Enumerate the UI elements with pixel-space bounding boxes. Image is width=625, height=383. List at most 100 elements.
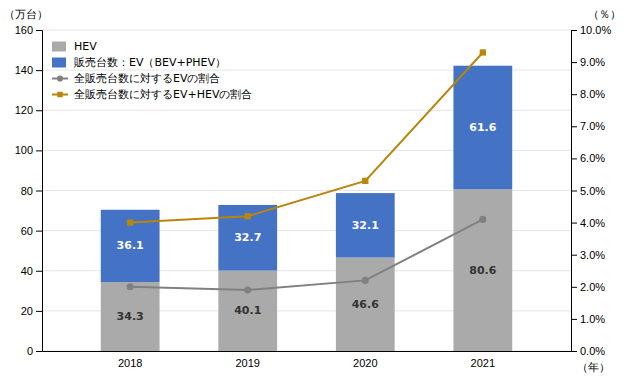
x-axis-label: （年） [577, 361, 610, 374]
axis-line [36, 31, 43, 352]
y-axis: 020406080100120140160 [15, 24, 43, 357]
y2-tick-label: 10.0% [580, 24, 611, 36]
y2-tick-mark [571, 94, 577, 95]
legend-label: 全販売台数に対するEV+HEVの割合 [74, 88, 252, 101]
data-label: 46.6 [352, 298, 379, 311]
y-tick: 20 [21, 305, 42, 317]
x-tick-label: 2019 [235, 357, 259, 369]
y-tick-mark [36, 70, 42, 71]
y-tick-label: 20 [21, 305, 33, 317]
x-tick: 2018 [118, 357, 142, 369]
y-tick: 100 [15, 144, 42, 156]
plot: 34.340.146.680.636.132.732.161.620182019… [15, 24, 612, 369]
y2-tick: 1.0% [571, 313, 605, 325]
axis-line [572, 31, 578, 352]
y2-tick-label: 1.0% [580, 313, 605, 325]
y-tick-label: 60 [21, 225, 33, 237]
axis-line [43, 351, 572, 352]
y-tick: 140 [15, 64, 42, 76]
grid [42, 30, 571, 351]
y-tick-mark [36, 311, 42, 312]
x-tick-label: 2021 [471, 357, 495, 369]
legend-marker [57, 75, 63, 81]
bar [453, 189, 512, 351]
y-tick: 0 [27, 345, 42, 357]
y2-tick-label: 4.0% [580, 217, 605, 229]
y-tick-label: 120 [15, 104, 33, 116]
y-tick-mark [36, 271, 42, 272]
data-label: 36.1 [117, 239, 144, 252]
legend-item: 販売台数：EV（BEV+PHEV） [52, 56, 226, 69]
data-label: 40.1 [234, 304, 261, 317]
x-tick-label: 2018 [118, 357, 142, 369]
data-label: 61.6 [469, 121, 496, 134]
bar [101, 282, 160, 351]
marker [362, 178, 368, 184]
y-tick-mark [36, 30, 42, 31]
data-labels: 34.340.146.680.636.132.732.161.6 [117, 121, 497, 323]
data-label: 80.6 [469, 264, 496, 277]
x-tick: 2020 [353, 357, 377, 369]
marker [480, 49, 486, 55]
markers [127, 216, 487, 294]
y-tick-mark [36, 231, 42, 232]
y2-tick-mark [571, 319, 577, 320]
y2-tick: 3.0% [571, 249, 605, 261]
x-axis: 2018 2019 2020 2021 [43, 352, 572, 369]
legend-item: 全販売台数に対するEV+HEVの割合 [52, 88, 252, 101]
y2-tick-mark [571, 158, 577, 159]
x-tick-label: 2020 [353, 357, 377, 369]
y2-tick-label: 6.0% [580, 152, 605, 164]
y2-tick-label: 0.0% [580, 345, 605, 357]
marker [479, 216, 486, 223]
y-tick-mark [36, 110, 42, 111]
x-tick: 2019 [235, 357, 259, 369]
data-label: 34.3 [117, 310, 144, 323]
y2-tick-mark [571, 287, 577, 288]
y-tick: 40 [21, 265, 42, 277]
y2-tick-label: 9.0% [580, 56, 605, 68]
y2-tick: 2.0% [571, 281, 605, 293]
data-label: 32.7 [234, 231, 261, 244]
legend-label: 全販売台数に対するEVの割合 [74, 72, 220, 85]
y-tick-label: 40 [21, 265, 33, 277]
legend-swatch [52, 42, 66, 52]
bar-series [101, 189, 512, 351]
y2-tick: 5.0% [571, 185, 605, 197]
y-tick: 60 [21, 225, 42, 237]
bar [336, 258, 395, 351]
y2-tick-label: 3.0% [580, 249, 605, 261]
marker [127, 219, 133, 225]
y2-tick: 9.0% [571, 56, 605, 68]
y2-tick: 8.0% [571, 88, 605, 100]
marker [244, 286, 251, 293]
y2-tick: 4.0% [571, 217, 605, 229]
y-axis-label: （万台） [4, 8, 48, 21]
y2-tick-mark [571, 126, 577, 127]
line [130, 219, 483, 290]
legend-swatch [52, 58, 66, 68]
y2-tick-label: 8.0% [580, 88, 605, 100]
y2-tick: 10.0% [571, 24, 611, 36]
y-tick: 120 [15, 104, 42, 116]
legend-label: 販売台数：EV（BEV+PHEV） [74, 56, 226, 69]
marker [127, 283, 134, 290]
legend: HEV 販売台数：EV（BEV+PHEV） 全販売台数に対するEVの割合全販売台数に… [52, 40, 252, 101]
y2-tick-mark [571, 351, 577, 352]
y2-tick: 0.0% [571, 345, 605, 357]
y2-tick-mark [571, 255, 577, 256]
x-tick: 2021 [471, 357, 495, 369]
chart: 34.340.146.680.636.132.732.161.620182019… [0, 0, 625, 383]
y2-tick-mark [571, 30, 577, 31]
y2-axis: 0.0%1.0%2.0%3.0%4.0%5.0%6.0%7.0%8.0%9.0%… [571, 24, 611, 357]
y-tick-mark [36, 351, 42, 352]
y-tick: 80 [21, 185, 42, 197]
y2-tick-mark [571, 223, 577, 224]
y2-tick-mark [571, 191, 577, 192]
bar [218, 205, 277, 271]
legend-marker [57, 92, 62, 97]
y2-tick-label: 2.0% [580, 281, 605, 293]
y-tick-label: 0 [27, 345, 33, 357]
legend-label: HEV [74, 40, 97, 53]
legend-item: HEV [52, 40, 97, 53]
